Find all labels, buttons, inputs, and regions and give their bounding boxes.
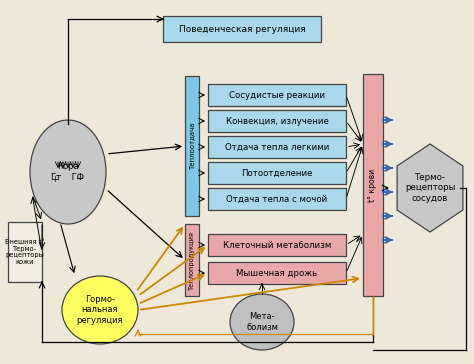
Ellipse shape <box>30 120 106 224</box>
Text: Мета-
болизм: Мета- болизм <box>246 312 278 332</box>
Bar <box>8 222 42 282</box>
Text: +: + <box>52 174 58 183</box>
Bar <box>185 224 199 296</box>
Text: Внешняя t°
Термо-
рецепторы
кожи: Внешняя t° Термо- рецепторы кожи <box>5 238 45 265</box>
Bar <box>208 136 346 158</box>
Polygon shape <box>397 144 463 232</box>
Bar <box>163 16 321 42</box>
Bar <box>208 262 346 284</box>
Text: Сосудистые реакции: Сосудистые реакции <box>229 91 325 99</box>
Text: Мышечная дрожь: Мышечная дрожь <box>237 269 318 277</box>
Text: Клеточный метаболизм: Клеточный метаболизм <box>223 241 331 249</box>
Text: Кора
Гт    ГФ: Кора Гт ГФ <box>52 162 84 182</box>
Bar <box>208 84 346 106</box>
Text: Поведенческая регуляция: Поведенческая регуляция <box>179 24 305 33</box>
Text: Конвекция, излучение: Конвекция, излучение <box>226 116 328 126</box>
Text: Термо-
рецепторы
сосудов: Термо- рецепторы сосудов <box>405 173 455 203</box>
Text: Гормо-
нальная
регуляция: Гормо- нальная регуляция <box>77 295 123 325</box>
Bar <box>208 188 346 210</box>
Text: Теплопродукция: Теплопродукция <box>189 230 195 289</box>
Bar <box>363 74 383 296</box>
Bar <box>208 162 346 184</box>
Text: Отдача тепла легкими: Отдача тепла легкими <box>225 142 329 151</box>
Text: t° крови: t° крови <box>368 169 377 202</box>
Text: Теплоотдача: Теплоотдача <box>189 122 195 170</box>
Bar <box>185 76 199 216</box>
Ellipse shape <box>230 294 294 350</box>
Bar <box>208 234 346 256</box>
Ellipse shape <box>62 276 138 344</box>
Text: Потоотделение: Потоотделение <box>241 169 313 178</box>
Bar <box>208 110 346 132</box>
Text: Отдача тепла с мочой: Отдача тепла с мочой <box>227 194 328 203</box>
Text: −: − <box>76 174 84 184</box>
